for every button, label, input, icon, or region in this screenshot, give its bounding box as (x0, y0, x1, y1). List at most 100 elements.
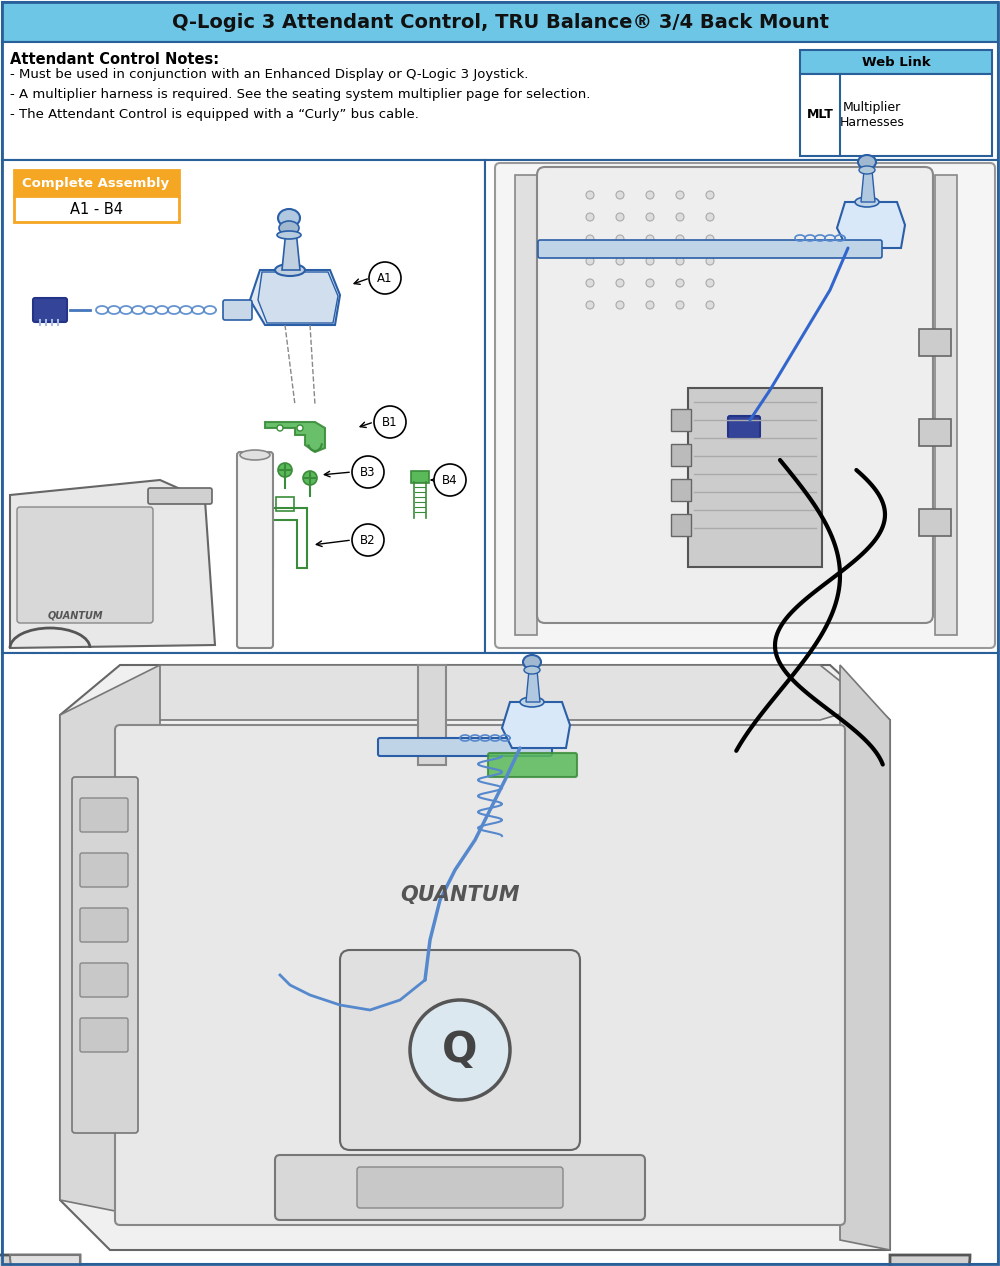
Circle shape (374, 406, 406, 438)
Circle shape (646, 191, 654, 199)
FancyBboxPatch shape (728, 417, 760, 438)
Circle shape (586, 235, 594, 243)
Polygon shape (526, 670, 540, 703)
FancyBboxPatch shape (80, 908, 128, 942)
Circle shape (676, 301, 684, 309)
FancyBboxPatch shape (919, 419, 951, 446)
FancyBboxPatch shape (340, 950, 580, 1150)
Ellipse shape (279, 222, 299, 235)
Ellipse shape (524, 666, 540, 674)
Ellipse shape (855, 197, 879, 208)
Text: B3: B3 (360, 466, 376, 479)
Text: - The Attendant Control is equipped with a “Curly” bus cable.: - The Attendant Control is equipped with… (10, 108, 419, 122)
FancyBboxPatch shape (919, 329, 951, 356)
Circle shape (646, 235, 654, 243)
FancyBboxPatch shape (538, 241, 882, 258)
Text: B1: B1 (382, 415, 398, 428)
Circle shape (706, 213, 714, 222)
Polygon shape (110, 665, 870, 720)
Text: A1 - B4: A1 - B4 (70, 201, 122, 216)
Circle shape (616, 213, 624, 222)
FancyBboxPatch shape (800, 73, 992, 156)
Text: B4: B4 (442, 473, 458, 486)
Text: Attendant Control Notes:: Attendant Control Notes: (10, 52, 219, 67)
FancyBboxPatch shape (80, 1018, 128, 1052)
FancyBboxPatch shape (495, 163, 995, 648)
Circle shape (277, 425, 283, 430)
FancyBboxPatch shape (671, 479, 691, 501)
Circle shape (706, 301, 714, 309)
FancyBboxPatch shape (14, 196, 179, 222)
Circle shape (706, 191, 714, 199)
Circle shape (352, 456, 384, 487)
Polygon shape (502, 703, 570, 748)
Circle shape (616, 191, 624, 199)
Text: - A multiplier harness is required. See the seating system multiplier page for s: - A multiplier harness is required. See … (10, 89, 590, 101)
Ellipse shape (859, 166, 875, 173)
Circle shape (646, 213, 654, 222)
FancyBboxPatch shape (275, 1155, 645, 1220)
Circle shape (646, 257, 654, 265)
Circle shape (369, 262, 401, 294)
Text: Complete Assembly: Complete Assembly (22, 176, 170, 190)
Wedge shape (10, 1255, 80, 1266)
Circle shape (586, 279, 594, 287)
FancyBboxPatch shape (515, 175, 537, 636)
Polygon shape (258, 272, 338, 323)
Ellipse shape (858, 154, 876, 168)
FancyBboxPatch shape (411, 471, 429, 484)
FancyBboxPatch shape (2, 3, 998, 42)
Ellipse shape (520, 698, 544, 706)
Circle shape (616, 279, 624, 287)
Circle shape (706, 279, 714, 287)
Polygon shape (837, 203, 905, 248)
Circle shape (586, 191, 594, 199)
Circle shape (706, 235, 714, 243)
Text: B2: B2 (360, 533, 376, 547)
Polygon shape (265, 422, 325, 452)
Circle shape (352, 524, 384, 556)
Text: Multiplier
Harnesses: Multiplier Harnesses (840, 101, 904, 129)
Ellipse shape (277, 230, 301, 239)
Circle shape (676, 235, 684, 243)
Polygon shape (250, 270, 340, 325)
FancyBboxPatch shape (33, 298, 67, 322)
Ellipse shape (278, 209, 300, 227)
Polygon shape (60, 665, 160, 1220)
FancyBboxPatch shape (72, 777, 138, 1133)
Circle shape (434, 465, 466, 496)
FancyBboxPatch shape (357, 1167, 563, 1208)
Circle shape (646, 279, 654, 287)
Circle shape (616, 257, 624, 265)
FancyBboxPatch shape (671, 444, 691, 466)
Circle shape (303, 471, 317, 485)
Text: Web Link: Web Link (862, 56, 930, 68)
FancyBboxPatch shape (237, 452, 273, 648)
Text: MLT: MLT (807, 109, 833, 122)
FancyBboxPatch shape (14, 170, 179, 196)
FancyBboxPatch shape (2, 653, 998, 1263)
FancyBboxPatch shape (115, 725, 845, 1225)
FancyBboxPatch shape (418, 665, 446, 765)
FancyBboxPatch shape (488, 753, 577, 777)
FancyBboxPatch shape (688, 387, 822, 567)
FancyBboxPatch shape (671, 514, 691, 536)
Ellipse shape (240, 449, 270, 460)
Circle shape (676, 279, 684, 287)
FancyBboxPatch shape (148, 487, 212, 504)
Polygon shape (282, 230, 300, 270)
Polygon shape (60, 665, 890, 1250)
Polygon shape (840, 665, 890, 1250)
Circle shape (676, 213, 684, 222)
FancyBboxPatch shape (2, 160, 485, 653)
Polygon shape (10, 480, 215, 648)
FancyBboxPatch shape (935, 175, 957, 636)
Text: QUANTUM: QUANTUM (47, 610, 103, 620)
Circle shape (586, 257, 594, 265)
Text: Q: Q (442, 1029, 478, 1071)
FancyBboxPatch shape (17, 506, 153, 623)
Circle shape (586, 301, 594, 309)
Circle shape (410, 1000, 510, 1100)
FancyBboxPatch shape (80, 963, 128, 998)
Circle shape (616, 301, 624, 309)
